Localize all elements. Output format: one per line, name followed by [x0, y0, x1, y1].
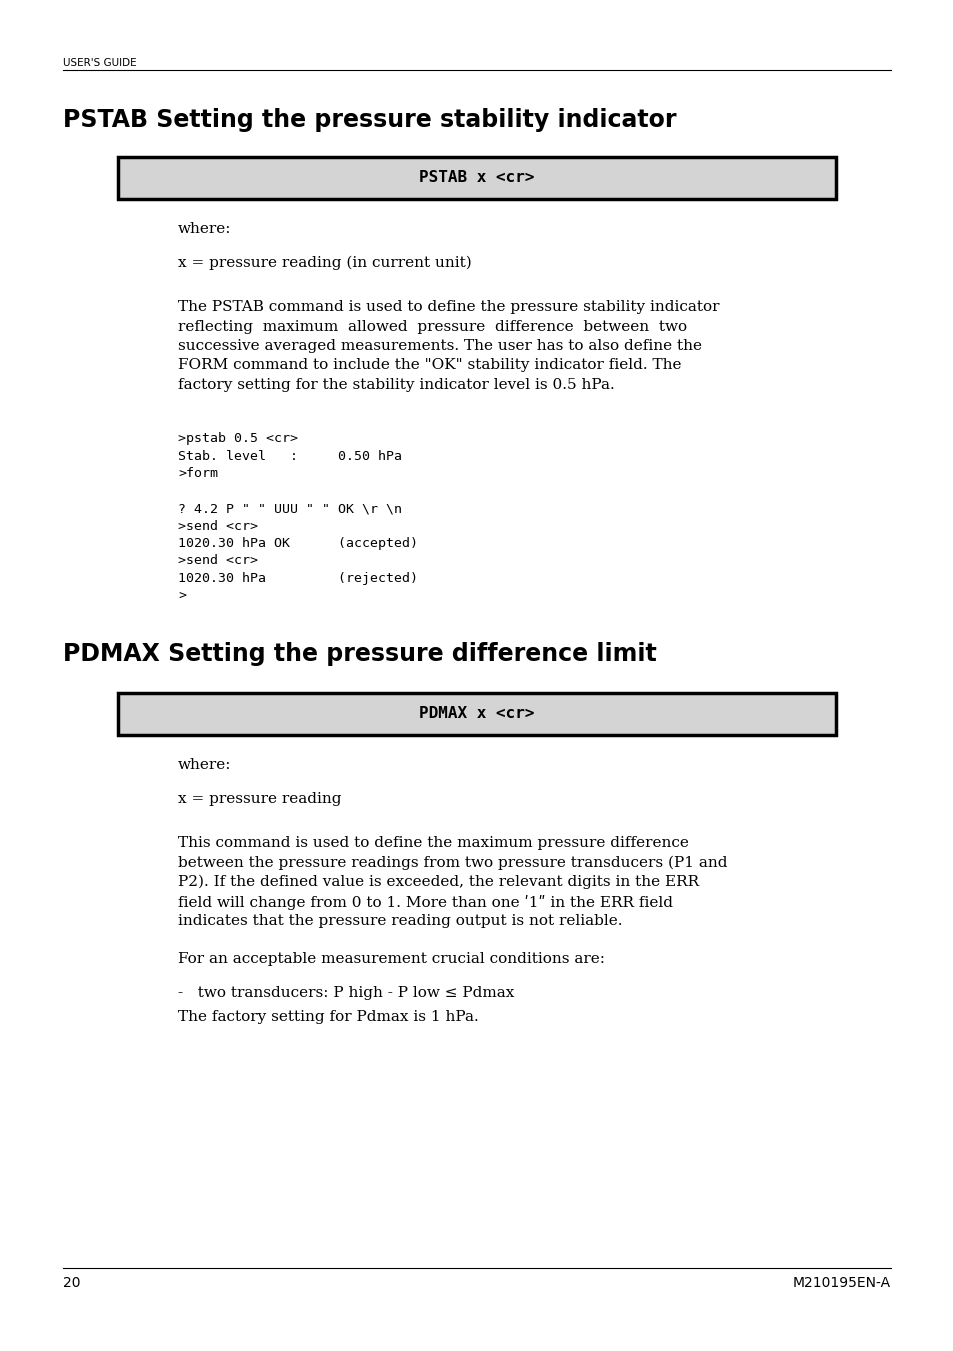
Text: x = pressure reading (in current unit): x = pressure reading (in current unit): [178, 255, 471, 270]
Text: where:: where:: [178, 222, 232, 236]
Text: 20: 20: [63, 1275, 80, 1290]
Text: >form: >form: [178, 467, 218, 480]
Text: FORM command to include the "OK" stability indicator field. The: FORM command to include the "OK" stabili…: [178, 358, 680, 373]
FancyBboxPatch shape: [118, 693, 835, 735]
Text: >: >: [178, 589, 186, 603]
Text: P2). If the defined value is exceeded, the relevant digits in the ERR: P2). If the defined value is exceeded, t…: [178, 875, 699, 889]
Text: reflecting  maximum  allowed  pressure  difference  between  two: reflecting maximum allowed pressure diff…: [178, 319, 686, 334]
Text: M210195EN-A: M210195EN-A: [792, 1275, 890, 1290]
Text: The factory setting for Pdmax is 1 hPa.: The factory setting for Pdmax is 1 hPa.: [178, 1009, 478, 1024]
Text: >pstab 0.5 <cr>: >pstab 0.5 <cr>: [178, 432, 297, 444]
Text: USER'S GUIDE: USER'S GUIDE: [63, 58, 136, 68]
Text: where:: where:: [178, 758, 232, 771]
Text: PDMAX x <cr>: PDMAX x <cr>: [418, 707, 535, 721]
Text: >send <cr>: >send <cr>: [178, 554, 257, 567]
FancyBboxPatch shape: [118, 157, 835, 199]
Text: factory setting for the stability indicator level is 0.5 hPa.: factory setting for the stability indica…: [178, 378, 614, 392]
Text: ? 4.2 P " " UUU " " OK \r \n: ? 4.2 P " " UUU " " OK \r \n: [178, 503, 401, 515]
Text: indicates that the pressure reading output is not reliable.: indicates that the pressure reading outp…: [178, 915, 622, 928]
Text: between the pressure readings from two pressure transducers (P1 and: between the pressure readings from two p…: [178, 855, 727, 870]
Text: PSTAB x <cr>: PSTAB x <cr>: [418, 170, 535, 185]
Text: For an acceptable measurement crucial conditions are:: For an acceptable measurement crucial co…: [178, 951, 604, 966]
Text: successive averaged measurements. The user has to also define the: successive averaged measurements. The us…: [178, 339, 701, 353]
Text: This command is used to define the maximum pressure difference: This command is used to define the maxim…: [178, 836, 688, 850]
Text: Stab. level   :     0.50 hPa: Stab. level : 0.50 hPa: [178, 450, 401, 462]
Text: field will change from 0 to 1. More than one ʹ1ʺ in the ERR field: field will change from 0 to 1. More than…: [178, 894, 672, 909]
Text: PDMAX Setting the pressure difference limit: PDMAX Setting the pressure difference li…: [63, 642, 656, 666]
Text: 1020.30 hPa         (rejected): 1020.30 hPa (rejected): [178, 571, 417, 585]
Text: x = pressure reading: x = pressure reading: [178, 792, 341, 807]
Text: The PSTAB command is used to define the pressure stability indicator: The PSTAB command is used to define the …: [178, 300, 719, 313]
Text: >send <cr>: >send <cr>: [178, 520, 257, 532]
Text: -   two transducers: P high - P low ≤ Pdmax: - two transducers: P high - P low ≤ Pdma…: [178, 985, 514, 1000]
Text: 1020.30 hPa OK      (accepted): 1020.30 hPa OK (accepted): [178, 536, 417, 550]
Text: PSTAB Setting the pressure stability indicator: PSTAB Setting the pressure stability ind…: [63, 108, 676, 132]
